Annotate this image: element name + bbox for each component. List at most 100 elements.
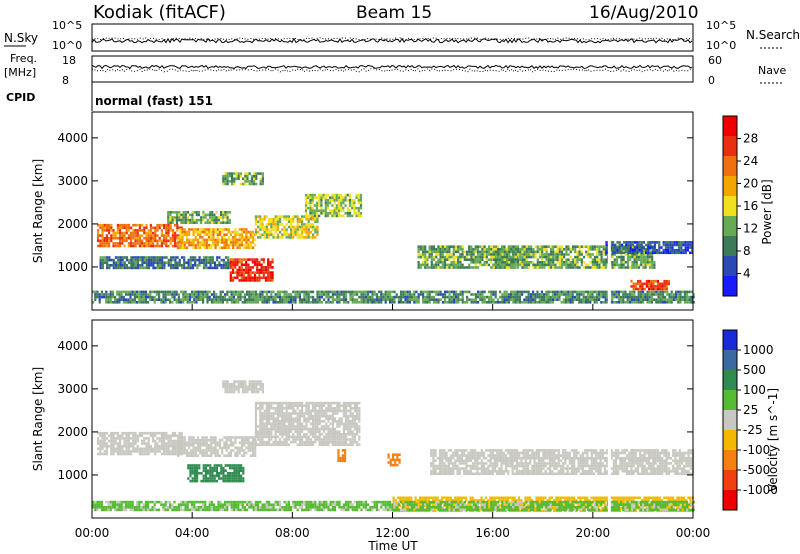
power-cell-r1 (240, 230, 244, 234)
power-cell-r6 (154, 258, 157, 262)
power-cell-r12 (505, 293, 508, 296)
power-cell-r12 (584, 301, 587, 304)
power-cell-r12 (329, 295, 332, 299)
power-cell-r9 (505, 253, 509, 256)
velocity-cell-r2 (356, 414, 359, 418)
power-cell-r8 (421, 245, 425, 248)
power-cell-r9 (523, 253, 526, 256)
velocity-cell-r1 (210, 451, 213, 455)
power-cell-r12 (120, 290, 123, 294)
power-cell-r1 (212, 243, 215, 247)
power-cell-r1 (212, 241, 215, 244)
power-cell-r0 (141, 242, 144, 245)
power-cell-r7 (269, 266, 272, 269)
power-cell-r12 (373, 301, 376, 304)
velocity-cell-r2 (325, 417, 328, 420)
power-cell-r12 (250, 298, 253, 301)
power-cell-r12 (173, 295, 176, 299)
power-cell-r12 (683, 301, 686, 304)
velocity-cell-r1 (183, 441, 186, 444)
power-cell-r2 (257, 215, 260, 218)
power-cell-r12 (547, 290, 550, 294)
power-cell-r12 (444, 293, 447, 296)
power-cell-r3 (315, 212, 319, 215)
power-cell-r6 (163, 261, 166, 264)
velocity-cell-r1 (188, 454, 191, 457)
power-cell-r10 (669, 241, 672, 244)
velocity-cell-r2 (338, 443, 341, 446)
power-cell-r10 (618, 248, 621, 252)
power-cell-r12 (340, 298, 343, 301)
power-cell-r9 (512, 248, 515, 251)
power-cell-r7 (240, 260, 243, 264)
power-cell-r12 (646, 290, 649, 294)
power-cell-r9 (600, 266, 603, 269)
power-cell-r12 (461, 301, 464, 304)
power-cell-r12 (461, 293, 464, 296)
power-cell-r1 (185, 230, 189, 234)
velocity-cell-r2 (301, 414, 304, 418)
power-cell-r0 (167, 229, 170, 232)
power-cell-r8 (446, 250, 449, 254)
power-cell-r9 (626, 263, 630, 267)
power-cell-r9 (602, 250, 605, 254)
power-cell-r12 (490, 295, 493, 299)
power-cell-r12 (303, 295, 306, 299)
velocity-cell-r2 (298, 409, 301, 413)
power-cell-r12 (197, 293, 200, 296)
velocity-cell-r0 (169, 434, 172, 438)
power-cell-r10 (647, 243, 650, 247)
velocity-cell-r0 (165, 452, 168, 456)
power-cell-r12 (133, 290, 136, 294)
power-cell-r7 (229, 258, 232, 261)
power-cell-r12 (375, 293, 378, 296)
power-cell-r9 (574, 266, 577, 269)
power-cell-r8 (448, 245, 451, 248)
power-cell-r4 (195, 221, 198, 224)
power-cell-r12 (292, 290, 295, 294)
power-cell-r3 (348, 212, 352, 215)
power-cell-r9 (563, 253, 566, 256)
velocity-cell-r2 (265, 443, 268, 446)
power-cell-r12 (215, 298, 218, 301)
velocity-cell-r2 (334, 443, 337, 446)
power-cell-r6 (207, 256, 210, 259)
power-cell-r2 (276, 215, 279, 218)
velocity-cell-r2 (309, 438, 312, 441)
power-cell-r9 (552, 245, 555, 248)
velocity-cell-r0 (167, 452, 170, 456)
power-cell-r12 (360, 301, 363, 304)
power-cell-r6 (152, 261, 155, 264)
power-cell-r3 (309, 201, 312, 205)
power-cell-r6 (145, 264, 148, 267)
power-cell-r12 (208, 298, 211, 301)
power-cell-r3 (344, 193, 347, 197)
power-cell-r8 (424, 245, 427, 248)
velocity-cell-r2 (298, 433, 301, 436)
power-cell-r7 (238, 266, 241, 269)
power-cell-r8 (417, 255, 420, 259)
velocity-cell-r1 (221, 451, 224, 455)
velocity-cell-r2 (358, 425, 361, 428)
power-cell-r9 (503, 250, 506, 254)
velocity-cell-r0 (138, 434, 141, 438)
power-cell-r9 (624, 266, 627, 269)
power-cell-r12 (646, 301, 649, 304)
power-cell-r7 (242, 263, 246, 267)
velocity-cell-r2 (320, 427, 323, 431)
power-cell-r12 (371, 293, 374, 296)
power-cell-r8 (428, 245, 431, 248)
velocity-cell-r1 (192, 446, 195, 450)
velocity-cell-r2 (279, 420, 282, 423)
power-cell-r12 (279, 298, 282, 301)
velocity-cell-r0 (97, 431, 100, 435)
power-cell-r0 (169, 239, 172, 243)
power-cell-r9 (629, 266, 632, 269)
velocity-cell-r2 (254, 435, 257, 439)
power-cell-r12 (683, 298, 686, 301)
power-cell-r12 (532, 295, 535, 299)
power-cell-r12 (140, 295, 143, 299)
power-cell-r12 (380, 293, 383, 296)
power-cell-r0 (116, 231, 119, 235)
power-cell-r9 (642, 250, 645, 254)
